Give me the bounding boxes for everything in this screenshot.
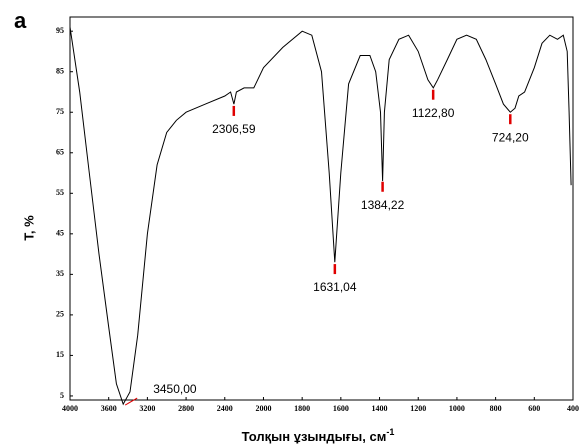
x-axis-label-main: Толқын ұзындығы, см: [242, 429, 387, 444]
x-tick-label: 1600: [333, 404, 349, 413]
x-tick-label: 1200: [410, 404, 426, 413]
x-tick-label: 2800: [178, 404, 194, 413]
x-tick-label: 800: [490, 404, 502, 413]
y-tick-label: 5: [60, 391, 64, 400]
y-tick-label: 45: [56, 229, 64, 238]
x-tick-label: 400: [567, 404, 579, 413]
x-axis-label-sup: -1: [386, 427, 394, 437]
y-tick-label: 25: [56, 310, 64, 319]
peak-marker: [124, 397, 138, 406]
x-tick-label: 1000: [449, 404, 465, 413]
peak-label: 2306,59: [212, 122, 256, 136]
peak-label: 1122,80: [412, 106, 455, 120]
y-tick-label: 95: [56, 26, 64, 35]
plot-frame: [69, 16, 574, 401]
y-tick-label: 35: [56, 269, 64, 278]
x-tick-label: 2400: [217, 404, 233, 413]
x-tick-label: 1800: [294, 404, 310, 413]
peak-label: 1631,04: [313, 280, 357, 294]
peak-label: 3450,00: [153, 382, 197, 396]
x-tick-label: 1400: [372, 404, 388, 413]
y-tick-label: 85: [56, 67, 64, 76]
x-axis-label: Толқын ұзындығы, см-1: [242, 427, 395, 444]
peak-label: 1384,22: [361, 198, 405, 212]
spectrum-line: [69, 27, 572, 406]
y-tick-label: 75: [56, 107, 64, 116]
x-tick-label: 2000: [255, 404, 271, 413]
panel-label: а: [14, 8, 27, 33]
x-tick-label: 4000: [62, 404, 78, 413]
x-tick-label: 3600: [101, 404, 117, 413]
y-tick-label: 55: [56, 188, 64, 197]
peak-label: 724,20: [492, 130, 529, 144]
x-tick-label: 600: [528, 404, 540, 413]
y-tick-label: 65: [56, 148, 64, 157]
x-tick-label: 3200: [139, 404, 155, 413]
y-axis-label: T, %: [21, 215, 36, 241]
y-tick-label: 15: [56, 350, 64, 359]
